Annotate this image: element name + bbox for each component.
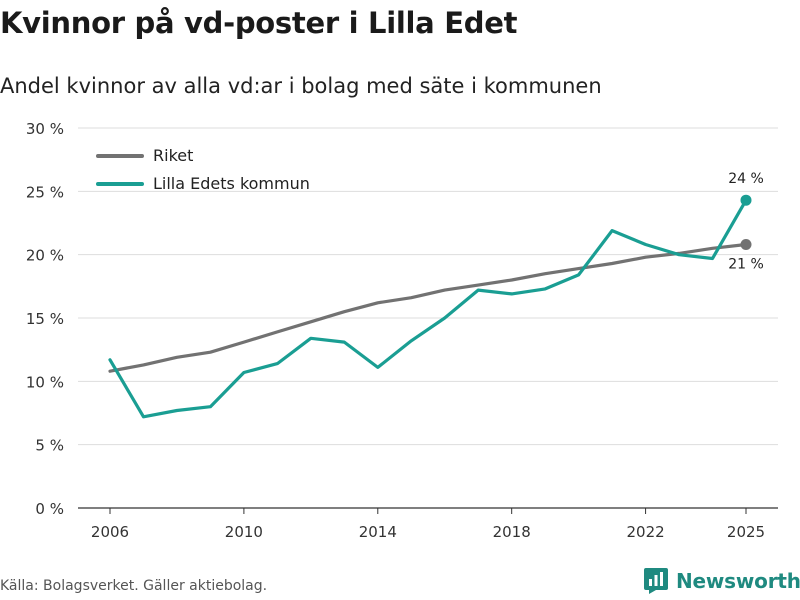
x-tick-label: 2025: [727, 523, 765, 541]
x-tick-label: 2022: [626, 523, 664, 541]
y-tick-label: 20 %: [26, 247, 64, 265]
brand-logo[interactable]: Newsworthy: [644, 568, 800, 594]
brand-name: Newsworthy: [676, 569, 800, 593]
legend-label: Riket: [153, 146, 193, 165]
series-line-lilla-edet: [108, 198, 748, 419]
series-end-label: 21 %: [728, 257, 764, 273]
series-line-riket: [108, 242, 748, 373]
legend-label: Lilla Edets kommun: [153, 174, 310, 193]
x-tick-label: 2018: [493, 523, 531, 541]
y-tick-label: 10 %: [26, 373, 64, 391]
x-tick-label: 2010: [225, 523, 263, 541]
series-end-point: [740, 239, 752, 251]
y-tick-label: 15 %: [26, 310, 64, 328]
y-tick-label: 30 %: [26, 120, 64, 138]
source-note: Källa: Bolagsverket. Gäller aktiebolag.: [0, 578, 268, 594]
x-tick-label: 2006: [91, 523, 129, 541]
newsworthy-logo-icon: [644, 568, 668, 594]
y-tick-label: 0 %: [35, 500, 64, 518]
y-tick-label: 25 %: [26, 183, 64, 201]
chart-subtitle: Andel kvinnor av alla vd:ar i bolag med …: [0, 74, 602, 98]
chart-title: Kvinnor på vd-poster i Lilla Edet: [0, 6, 518, 40]
series-end-point: [740, 194, 752, 206]
series-end-label: 24 %: [728, 171, 764, 187]
x-tick-label: 2014: [359, 523, 397, 541]
y-tick-label: 5 %: [35, 437, 64, 455]
